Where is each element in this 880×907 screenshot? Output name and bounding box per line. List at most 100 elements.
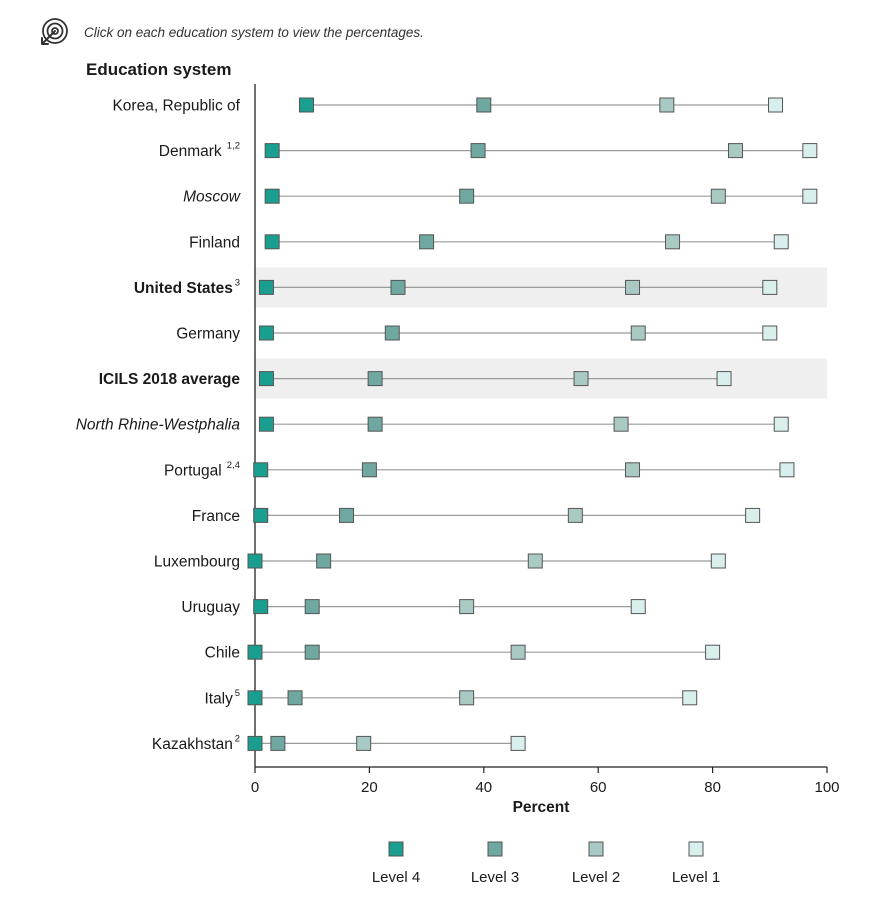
marker-level4[interactable] — [247, 735, 263, 751]
marker-level3[interactable] — [476, 97, 492, 113]
marker-level4[interactable] — [298, 97, 314, 113]
marker-level1[interactable] — [716, 371, 732, 387]
marker-level2[interactable] — [727, 143, 743, 159]
marker-level2[interactable] — [459, 599, 475, 615]
marker-level3[interactable] — [367, 416, 383, 432]
marker-level3[interactable] — [304, 599, 320, 615]
marker-level1[interactable] — [630, 599, 646, 615]
row-label[interactable]: United States — [134, 280, 233, 297]
marker-level3[interactable] — [304, 644, 320, 660]
row-label[interactable]: Chile — [205, 645, 240, 662]
marker-level4[interactable] — [247, 644, 263, 660]
marker-level1[interactable] — [705, 644, 721, 660]
marker-level1[interactable] — [802, 188, 818, 204]
legend-swatch-level2 — [588, 841, 604, 857]
row-north-rhine-westphalia[interactable]: North Rhine-Westphalia — [76, 416, 789, 434]
marker-level2[interactable] — [625, 462, 641, 478]
row-moscow[interactable]: Moscow — [183, 188, 818, 206]
marker-level2[interactable] — [665, 234, 681, 250]
row-footnote: 1,2 — [227, 141, 240, 152]
row-label[interactable]: Italy — [204, 690, 233, 707]
marker-level3[interactable] — [367, 371, 383, 387]
legend-label-level1: Level 1 — [672, 869, 720, 886]
marker-level4[interactable] — [253, 599, 269, 615]
marker-level2[interactable] — [625, 279, 641, 295]
x-tick-label: 80 — [704, 779, 721, 796]
marker-level4[interactable] — [258, 279, 274, 295]
marker-level4[interactable] — [264, 234, 280, 250]
row-label[interactable]: France — [192, 508, 240, 525]
marker-level3[interactable] — [339, 507, 355, 523]
row-label[interactable]: Denmark — [159, 143, 222, 160]
marker-level4[interactable] — [264, 143, 280, 159]
marker-level1[interactable] — [682, 690, 698, 706]
marker-level4[interactable] — [247, 690, 263, 706]
marker-level3[interactable] — [384, 325, 400, 341]
marker-level3[interactable] — [316, 553, 332, 569]
row-label[interactable]: Luxembourg — [154, 554, 240, 571]
marker-level3[interactable] — [270, 735, 286, 751]
row-label[interactable]: ICILS 2018 average — [99, 371, 241, 388]
row-france[interactable]: France — [192, 507, 761, 525]
row-korea-republic-of[interactable]: Korea, Republic of — [112, 97, 784, 115]
marker-level4[interactable] — [258, 416, 274, 432]
marker-level2[interactable] — [710, 188, 726, 204]
row-label[interactable]: North Rhine-Westphalia — [76, 417, 241, 434]
marker-level3[interactable] — [361, 462, 377, 478]
marker-level1[interactable] — [768, 97, 784, 113]
row-label[interactable]: Portugal — [164, 462, 222, 479]
marker-level4[interactable] — [258, 371, 274, 387]
marker-level1[interactable] — [710, 553, 726, 569]
row-label[interactable]: Finland — [189, 234, 240, 251]
row-uruguay[interactable]: Uruguay — [181, 599, 646, 616]
row-footnote: 2 — [235, 733, 240, 744]
marker-level1[interactable] — [779, 462, 795, 478]
row-label[interactable]: Moscow — [183, 189, 242, 206]
marker-level3[interactable] — [459, 188, 475, 204]
marker-level1[interactable] — [745, 507, 761, 523]
marker-level2[interactable] — [510, 644, 526, 660]
marker-level1[interactable] — [762, 279, 778, 295]
marker-level1[interactable] — [773, 234, 789, 250]
marker-level2[interactable] — [613, 416, 629, 432]
marker-level1[interactable] — [773, 416, 789, 432]
legend-label-level3: Level 3 — [471, 869, 519, 886]
marker-level2[interactable] — [527, 553, 543, 569]
marker-level1[interactable] — [762, 325, 778, 341]
row-united-states[interactable]: United States 3 — [134, 277, 778, 297]
marker-level2[interactable] — [573, 371, 589, 387]
row-portugal[interactable]: Portugal 2,4 — [164, 460, 795, 480]
marker-level2[interactable] — [567, 507, 583, 523]
x-tick-label: 40 — [475, 779, 492, 796]
row-italy[interactable]: Italy 5 — [204, 688, 698, 708]
row-germany[interactable]: Germany — [176, 325, 778, 343]
row-denmark[interactable]: Denmark 1,2 — [159, 141, 818, 161]
marker-level4[interactable] — [253, 462, 269, 478]
marker-level2[interactable] — [659, 97, 675, 113]
row-icils-2018-average[interactable]: ICILS 2018 average — [99, 371, 732, 388]
row-label[interactable]: Kazakhstan — [152, 736, 233, 753]
marker-level1[interactable] — [802, 143, 818, 159]
marker-level4[interactable] — [247, 553, 263, 569]
row-footnote: 2,4 — [227, 460, 240, 471]
marker-level4[interactable] — [264, 188, 280, 204]
row-label[interactable]: Korea, Republic of — [112, 98, 240, 115]
marker-level4[interactable] — [253, 507, 269, 523]
legend-swatch-level4 — [388, 841, 404, 857]
marker-level3[interactable] — [419, 234, 435, 250]
x-tick-label: 100 — [814, 779, 839, 796]
row-luxembourg[interactable]: Luxembourg — [154, 553, 726, 571]
row-label[interactable]: Germany — [176, 326, 240, 343]
marker-level4[interactable] — [258, 325, 274, 341]
row-label[interactable]: Uruguay — [181, 599, 240, 616]
marker-level3[interactable] — [390, 279, 406, 295]
marker-level3[interactable] — [287, 690, 303, 706]
marker-level1[interactable] — [510, 735, 526, 751]
marker-level3[interactable] — [470, 143, 486, 159]
marker-level2[interactable] — [459, 690, 475, 706]
row-finland[interactable]: Finland — [189, 234, 789, 251]
row-chile[interactable]: Chile — [205, 644, 721, 662]
marker-level2[interactable] — [630, 325, 646, 341]
row-kazakhstan[interactable]: Kazakhstan 2 — [152, 733, 526, 753]
marker-level2[interactable] — [356, 735, 372, 751]
